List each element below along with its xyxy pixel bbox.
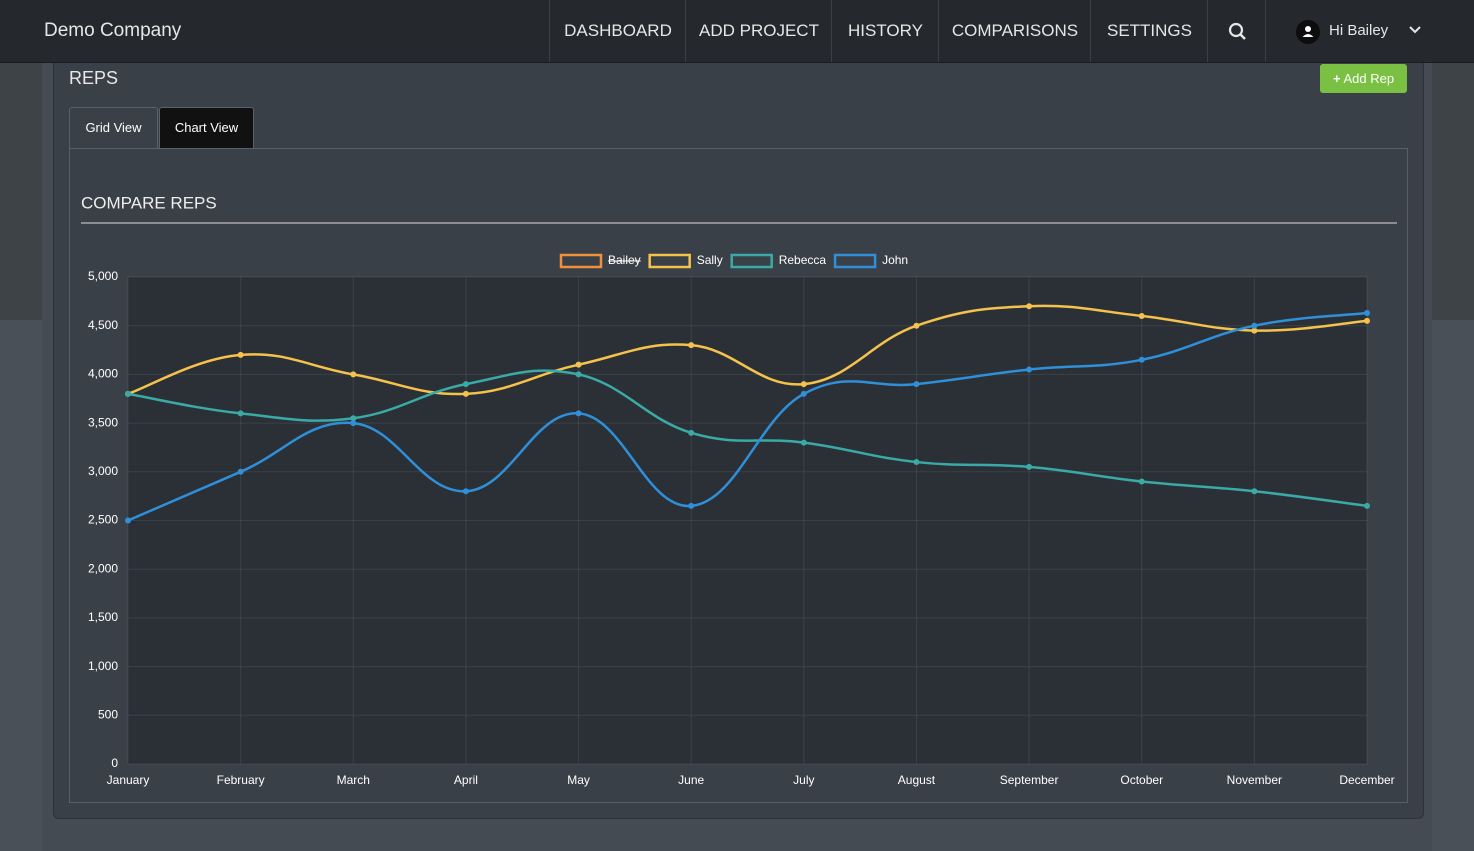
- data-point: [913, 322, 920, 329]
- chart: COMPARE REPS 0 500 1,000 1,500 2,000 2,500 3,0…: [81, 193, 1397, 787]
- y-tick-label: 1,500: [88, 610, 118, 624]
- data-point: [350, 415, 357, 422]
- data-point: [575, 361, 582, 368]
- x-tick-label: June: [678, 773, 704, 787]
- data-point: [462, 381, 469, 388]
- x-tick-label: February: [217, 773, 265, 787]
- data-point: [350, 420, 357, 427]
- legend-label: Sally: [697, 253, 723, 267]
- user-icon: [1296, 20, 1320, 44]
- user-greeting: Hi Bailey: [1329, 22, 1389, 39]
- data-point: [1026, 366, 1033, 373]
- y-tick-label: 3,000: [88, 464, 118, 478]
- brand[interactable]: Demo Company: [44, 20, 182, 41]
- data-point: [1138, 356, 1145, 363]
- legend-swatch: [559, 253, 603, 269]
- x-tick-label: September: [1000, 773, 1059, 787]
- data-point: [1251, 488, 1258, 495]
- y-tick-label: 0: [111, 756, 118, 770]
- data-point: [462, 390, 469, 397]
- data-point: [800, 390, 807, 397]
- add-button-label: Add Rep: [1343, 71, 1395, 86]
- nav-item[interactable]: SETTINGS: [1090, 0, 1208, 62]
- x-tick-label: January: [107, 773, 150, 787]
- legend-swatch: [730, 253, 773, 269]
- x-tick-label: November: [1227, 773, 1282, 787]
- x-tick-label: March: [337, 773, 370, 787]
- data-point: [575, 410, 582, 417]
- data-point: [1026, 463, 1033, 470]
- nav-item[interactable]: COMPARISONS: [938, 0, 1091, 62]
- data-point: [125, 517, 131, 524]
- y-tick-label: 5,000: [88, 269, 118, 283]
- chart-box: COMPARE REPS 0 500 1,000 1,500 2,000 2,500 3,0…: [69, 148, 1408, 803]
- data-point: [1364, 310, 1370, 317]
- data-point: [575, 371, 582, 378]
- nav-item[interactable]: ADD PROJECT: [685, 0, 832, 62]
- data-point: [1138, 312, 1145, 319]
- legend-label: Rebecca: [779, 253, 827, 267]
- series-line: [127, 304, 1368, 396]
- data-point: [800, 381, 807, 388]
- y-tick-label: 500: [98, 707, 118, 721]
- series-line: [127, 369, 1368, 508]
- data-point: [350, 371, 357, 378]
- x-tick-label: May: [567, 773, 590, 787]
- data-point: [688, 502, 695, 509]
- x-tick-label: July: [793, 773, 814, 787]
- legend-swatch: [833, 253, 877, 269]
- y-tick-label: 4,000: [88, 367, 118, 381]
- nav-item[interactable]: HISTORY: [831, 0, 939, 62]
- y-tick-label: 2,000: [88, 561, 118, 575]
- data-point: [237, 410, 244, 417]
- x-tick-label: August: [898, 773, 936, 787]
- user-menu[interactable]: Hi Bailey: [1265, 0, 1446, 62]
- y-tick-label: 2,500: [88, 513, 118, 527]
- data-point: [688, 342, 695, 349]
- data-point: [1364, 317, 1370, 324]
- chart-title: COMPARE REPS: [81, 193, 217, 212]
- y-tick-label: 3,500: [88, 415, 118, 429]
- legend-label: Bailey: [608, 253, 641, 267]
- data-point: [125, 390, 131, 397]
- data-point: [913, 381, 920, 388]
- legend-label: John: [882, 253, 908, 267]
- section-title: REPS: [69, 68, 119, 88]
- data-point: [1138, 478, 1145, 485]
- x-tick-label: October: [1120, 773, 1163, 787]
- tab[interactable]: Grid View: [69, 107, 158, 148]
- data-point: [1364, 502, 1370, 509]
- x-tick-label: December: [1339, 773, 1394, 787]
- x-tick-label: April: [454, 773, 478, 787]
- nav-item[interactable]: DASHBOARD: [549, 0, 686, 62]
- search[interactable]: [1207, 0, 1266, 62]
- legend-swatch: [648, 253, 691, 269]
- plot-area: [128, 277, 1367, 764]
- data-point: [800, 439, 807, 446]
- data-point: [688, 429, 695, 436]
- data-point: [1026, 303, 1033, 310]
- data-point: [237, 468, 244, 475]
- data-point: [462, 488, 469, 495]
- y-tick-label: 1,000: [88, 659, 118, 673]
- navbar: Demo Company DASHBOARD ADD PROJECT HISTO…: [0, 0, 1474, 63]
- data-point: [237, 351, 244, 358]
- data-point: [1251, 327, 1258, 334]
- data-point: [1251, 322, 1258, 329]
- y-tick-label: 4,500: [88, 318, 118, 332]
- tab-active[interactable]: Chart View: [159, 107, 254, 148]
- search-icon: [1228, 22, 1246, 40]
- data-point: [913, 459, 920, 466]
- add-button[interactable]: + Add Rep: [1320, 64, 1407, 93]
- chevron: [1409, 26, 1421, 34]
